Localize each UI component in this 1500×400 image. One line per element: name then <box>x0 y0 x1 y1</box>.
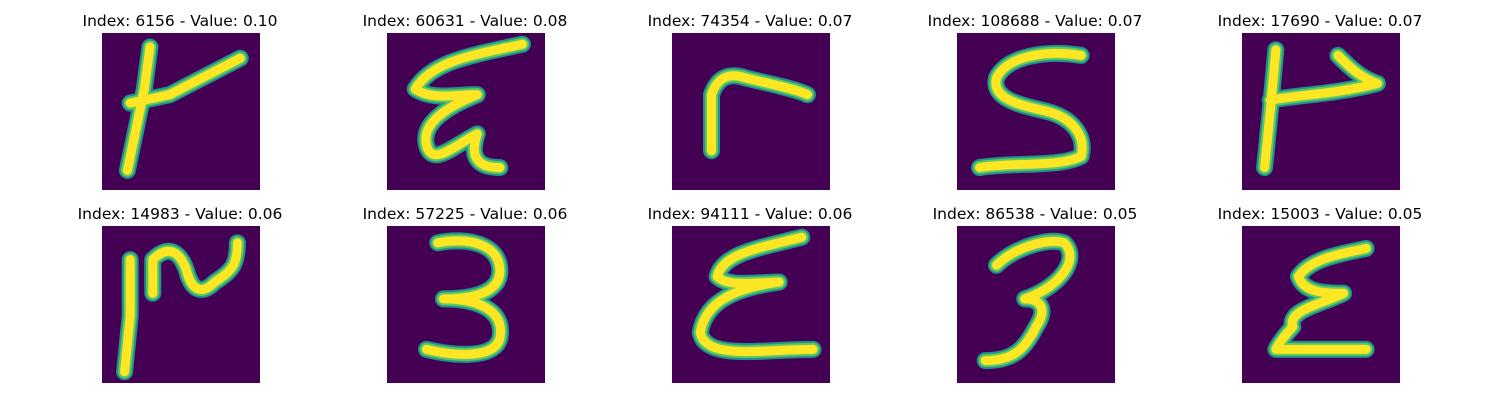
panel-4: Index: 108688 - Value: 0.07 <box>905 9 1165 199</box>
digit-image <box>957 226 1115 383</box>
digit-image <box>672 33 830 190</box>
digit-image <box>1242 226 1400 383</box>
panel-title: Index: 14983 - Value: 0.06 <box>77 205 283 223</box>
panel-5: Index: 17690 - Value: 0.07 <box>1190 9 1450 199</box>
panel-title: Index: 57225 - Value: 0.06 <box>362 205 568 223</box>
digit-image <box>102 33 260 190</box>
panel-1: Index: 6156 - Value: 0.10 <box>50 9 310 199</box>
panel-title: Index: 17690 - Value: 0.07 <box>1217 12 1423 30</box>
digit-image <box>102 226 260 383</box>
digit-image <box>672 226 830 383</box>
panel-2: Index: 60631 - Value: 0.08 <box>335 9 595 199</box>
panel-title: Index: 6156 - Value: 0.10 <box>82 12 278 30</box>
digit-image <box>387 226 545 383</box>
panel-10: Index: 15003 - Value: 0.05 <box>1190 202 1450 392</box>
digit-image <box>957 33 1115 190</box>
panel-8: Index: 94111 - Value: 0.06 <box>620 202 880 392</box>
panel-title: Index: 108688 - Value: 0.07 <box>927 12 1143 30</box>
panel-6: Index: 14983 - Value: 0.06 <box>50 202 310 392</box>
panel-3: Index: 74354 - Value: 0.07 <box>620 9 880 199</box>
panel-title: Index: 94111 - Value: 0.06 <box>647 205 853 223</box>
panel-title: Index: 74354 - Value: 0.07 <box>647 12 853 30</box>
panel-title: Index: 15003 - Value: 0.05 <box>1217 205 1423 223</box>
digit-image <box>1242 33 1400 190</box>
panel-7: Index: 57225 - Value: 0.06 <box>335 202 595 392</box>
panel-9: Index: 86538 - Value: 0.05 <box>905 202 1165 392</box>
panel-title: Index: 86538 - Value: 0.05 <box>932 205 1138 223</box>
panel-title: Index: 60631 - Value: 0.08 <box>362 12 568 30</box>
digit-image <box>387 33 545 190</box>
